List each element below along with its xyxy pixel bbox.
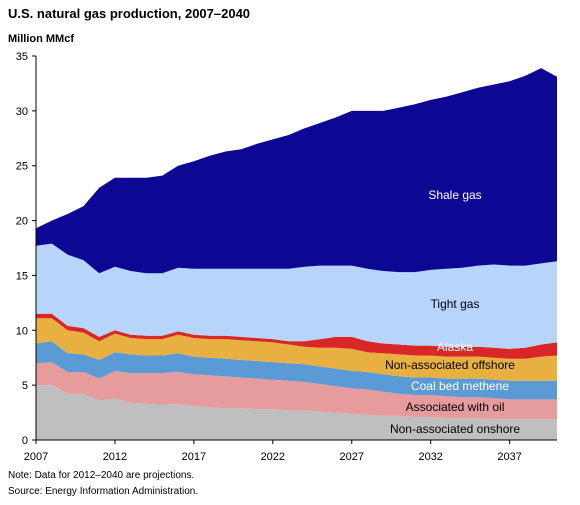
y-tick-label: 15 xyxy=(16,270,28,282)
area-series-non-associated-onshore xyxy=(36,385,557,440)
area-series-alaska xyxy=(36,313,557,359)
x-tick-label: 2027 xyxy=(340,451,364,463)
y-tick-label: 5 xyxy=(22,380,28,392)
y-tick-label: 0 xyxy=(22,435,28,447)
y-tick-label: 35 xyxy=(16,51,28,63)
y-tick-label: 10 xyxy=(16,325,28,337)
label-associated-with-oil: Associated with oil xyxy=(406,400,505,414)
x-tick-label: 2037 xyxy=(497,451,521,463)
x-tick-label: 2022 xyxy=(261,451,285,463)
label-alaska: Alaska xyxy=(437,340,473,354)
area-series-coal-bed-methene xyxy=(36,341,557,400)
label-tight-gas: Tight gas xyxy=(431,297,480,311)
x-tick-label: 2032 xyxy=(418,451,442,463)
x-tick-label: 2012 xyxy=(103,451,127,463)
y-tick-label: 30 xyxy=(16,106,28,118)
label-shale-gas: Shale gas xyxy=(428,188,481,202)
label-coal-bed-methene: Coal bed methene xyxy=(411,379,509,393)
area-series-tight-gas xyxy=(36,243,557,349)
label-non-associated-offshore: Non-associated offshore xyxy=(385,358,515,372)
label-non-associated-onshore: Non-associated onshore xyxy=(390,422,520,436)
area-series-non-associated-offshore xyxy=(36,318,557,381)
y-tick-label: 25 xyxy=(16,161,28,173)
unit-label: Million MMcf xyxy=(8,33,74,45)
x-tick-label: 2007 xyxy=(24,451,48,463)
chart-note: Note: Data for 2012–2040 are projections… xyxy=(8,470,195,481)
y-tick-label: 20 xyxy=(16,216,28,228)
chart-source: Source: Energy Information Administratio… xyxy=(8,486,199,497)
area-series-associated-with-oil xyxy=(36,362,557,420)
area-series-shale-gas xyxy=(36,68,557,274)
x-tick-label: 2017 xyxy=(182,451,206,463)
chart-title: U.S. natural gas production, 2007–2040 xyxy=(8,6,251,21)
